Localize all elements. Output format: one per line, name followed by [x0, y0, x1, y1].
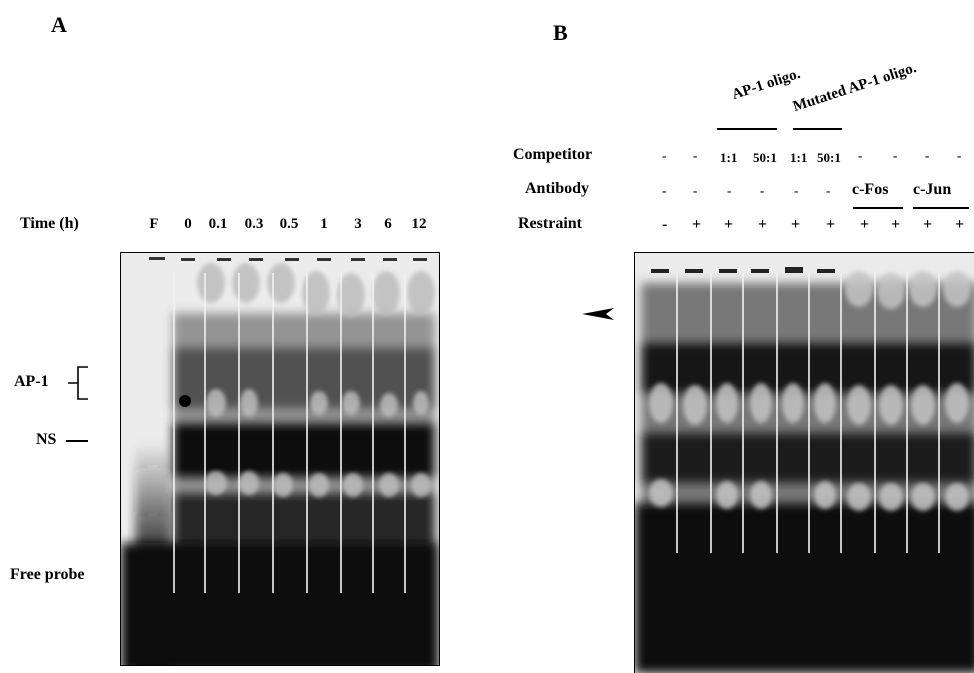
competitor-value: -	[925, 148, 930, 163]
antibody-value: -	[794, 183, 799, 198]
restraint-row-label: Restraint	[518, 215, 582, 232]
restraint-value: +	[923, 216, 933, 233]
free-probe-label: Free probe	[10, 566, 85, 583]
lane-label-6: 6	[384, 216, 392, 232]
gel-image-b	[634, 252, 974, 673]
ns-band-tick	[66, 440, 88, 442]
ap1-oligo-group-label: AP-1 oligo.	[730, 65, 803, 103]
antibody-value: -	[826, 183, 831, 198]
ap1-oligo-group-line	[717, 128, 777, 130]
antibody-value: -	[662, 183, 667, 198]
mutated-oligo-group-label: Mutated AP-1 oligo.	[791, 59, 919, 115]
competitor-value: -	[893, 148, 898, 163]
competitor-row-label: Competitor	[513, 146, 593, 163]
restraint-value: +	[791, 216, 801, 233]
lane-label-12: 12	[411, 216, 427, 232]
competitor-value: 50:1	[817, 150, 841, 165]
restraint-value: +	[724, 216, 734, 233]
c-fos-underline	[853, 207, 903, 209]
ap1-bracket	[68, 366, 88, 400]
panel-a-letter: A	[51, 12, 67, 37]
lane-label-f: F	[149, 216, 159, 232]
time-label: Time (h)	[20, 215, 79, 232]
restraint-value: +	[860, 216, 870, 233]
antibody-value: -	[760, 183, 765, 198]
lane-label-3: 3	[354, 216, 362, 232]
panel-b-letter: B	[553, 20, 568, 45]
c-jun-underline	[913, 207, 969, 209]
competitor-value: 1:1	[790, 150, 808, 165]
lane-label-0-3: 0.3	[244, 216, 264, 232]
antibody-value: c-Fos	[852, 181, 889, 198]
antibody-value: c-Jun	[913, 181, 952, 198]
restraint-value: +	[891, 216, 901, 233]
lane-label-0-1: 0.1	[208, 216, 228, 232]
lane-label-1: 1	[320, 216, 328, 232]
antibody-row-label: Antibody	[525, 180, 590, 197]
antibody-value: -	[693, 183, 698, 198]
lane-label-0: 0	[184, 216, 192, 232]
ns-band-label: NS	[36, 431, 57, 448]
restraint-value: +	[826, 216, 836, 233]
gel-image-a	[120, 252, 440, 666]
competitor-value: -	[693, 148, 698, 163]
restraint-value: +	[758, 216, 768, 233]
restraint-value: +	[955, 216, 965, 233]
lane-label-0-5: 0.5	[279, 216, 299, 232]
competitor-value: 50:1	[753, 150, 777, 165]
mutated-oligo-group-line	[793, 128, 842, 130]
ap1-band-label: AP-1	[14, 373, 49, 390]
competitor-value: 1:1	[720, 150, 738, 165]
competitor-value: -	[957, 148, 962, 163]
restraint-value: +	[692, 216, 702, 233]
competitor-value: -	[662, 148, 667, 163]
band-arrowhead-icon	[582, 308, 614, 320]
restraint-value: -	[662, 216, 668, 233]
competitor-value: -	[858, 148, 863, 163]
antibody-value: -	[727, 183, 732, 198]
